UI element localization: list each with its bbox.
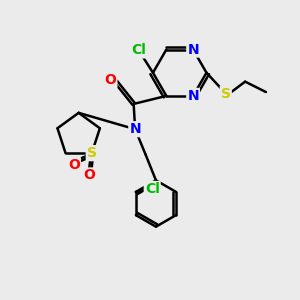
Text: Cl: Cl bbox=[132, 44, 146, 57]
Text: O: O bbox=[83, 169, 95, 182]
Text: N: N bbox=[187, 43, 199, 57]
Text: Cl: Cl bbox=[145, 182, 160, 196]
Text: O: O bbox=[68, 158, 80, 172]
Text: S: S bbox=[87, 146, 97, 160]
Text: S: S bbox=[221, 86, 231, 100]
Text: N: N bbox=[187, 89, 199, 103]
Text: O: O bbox=[104, 73, 116, 87]
Text: N: N bbox=[129, 122, 141, 136]
